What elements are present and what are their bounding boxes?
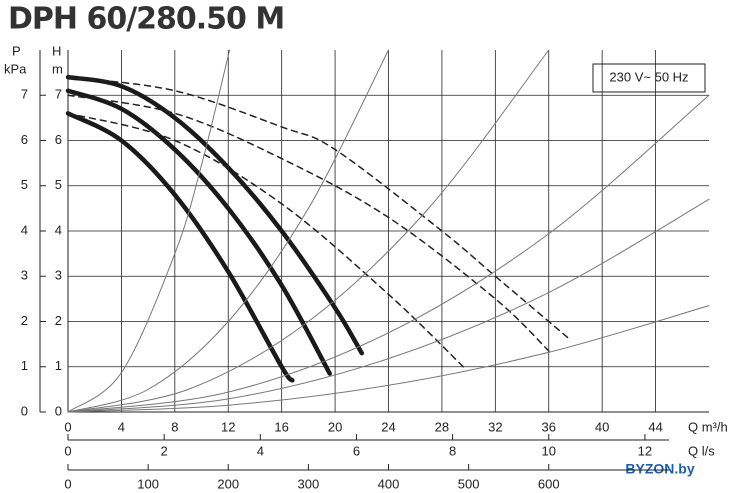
curve-thin <box>67 305 710 413</box>
curve-thin <box>67 94 710 413</box>
x2-tick-label: 12 <box>638 443 652 458</box>
y-tick-label: 0 <box>55 403 62 418</box>
y-tick-label: 4 <box>55 222 62 237</box>
x2-tick-label: 0 <box>64 443 71 458</box>
curve-thin <box>67 49 550 413</box>
legend-box <box>592 63 706 93</box>
y-tick-label: 5 <box>55 177 62 192</box>
x-tick-label: 20 <box>328 419 342 434</box>
watermark: BYZON.by <box>625 461 694 477</box>
x3-tick-label: 200 <box>217 476 239 491</box>
x-tick-label: 16 <box>274 419 288 434</box>
y-tick-label: 7 <box>55 87 62 102</box>
x2-tick-label: 10 <box>542 443 556 458</box>
y2-tick-label: 5 <box>21 177 28 192</box>
x-tick-label: 0 <box>64 419 71 434</box>
y-tick-label: 1 <box>55 358 62 373</box>
x2-tick-label: 2 <box>161 443 168 458</box>
x-tick-label: 8 <box>171 419 178 434</box>
y-tick-label: 2 <box>55 313 62 328</box>
x-tick-label: 4 <box>118 419 125 434</box>
x3-tick-label: 600 <box>538 476 560 491</box>
x-tick-label: 12 <box>221 419 235 434</box>
x2-tick-label: 6 <box>353 443 360 458</box>
y2-tick-label: 3 <box>21 268 28 283</box>
x-label: Q m³/h <box>688 419 728 434</box>
curve-dashed <box>67 112 465 368</box>
x-tick-label: 36 <box>542 419 556 434</box>
curve-solid <box>65 111 295 383</box>
x-tick-label: 40 <box>595 419 609 434</box>
curve-thin <box>67 49 389 413</box>
y2-label: P <box>12 43 21 58</box>
y-tick-label: 3 <box>55 268 62 283</box>
y2-tick-label: 0 <box>21 403 28 418</box>
curve-thin <box>67 198 710 413</box>
legend-text: 230 V~ 50 Hz <box>609 69 688 84</box>
curve-solid <box>65 74 365 356</box>
x-tick-label: 32 <box>488 419 502 434</box>
x2-tick-label: 8 <box>449 443 456 458</box>
x3-tick-label: 500 <box>458 476 480 491</box>
y2-tick-label: 7 <box>21 87 28 102</box>
x3-tick-label: 100 <box>137 476 159 491</box>
x3-tick-label: 0 <box>64 476 71 491</box>
curve-dashed <box>67 94 550 352</box>
y-unit: m <box>52 61 63 76</box>
curve-dashed <box>67 76 571 341</box>
x-tick-label: 24 <box>381 419 395 434</box>
y-tick-label: 6 <box>55 132 62 147</box>
x3-tick-label: 300 <box>298 476 320 491</box>
y2-tick-label: 2 <box>21 313 28 328</box>
curve-thin <box>67 49 231 413</box>
x3-tick-label: 400 <box>378 476 400 491</box>
y2-tick-label: 1 <box>21 358 28 373</box>
chart-title: DPH 60/280.50 M <box>8 2 284 37</box>
x2-label: Q l/s <box>688 443 715 458</box>
y2-tick-label: 4 <box>21 222 28 237</box>
x-tick-label: 28 <box>435 419 449 434</box>
y2-tick-label: 6 <box>21 132 28 147</box>
curve-solid <box>65 88 332 376</box>
y-label: H <box>52 43 61 58</box>
x-tick-label: 44 <box>648 419 662 434</box>
x2-tick-label: 4 <box>257 443 264 458</box>
y2-unit: kPa <box>4 61 27 76</box>
